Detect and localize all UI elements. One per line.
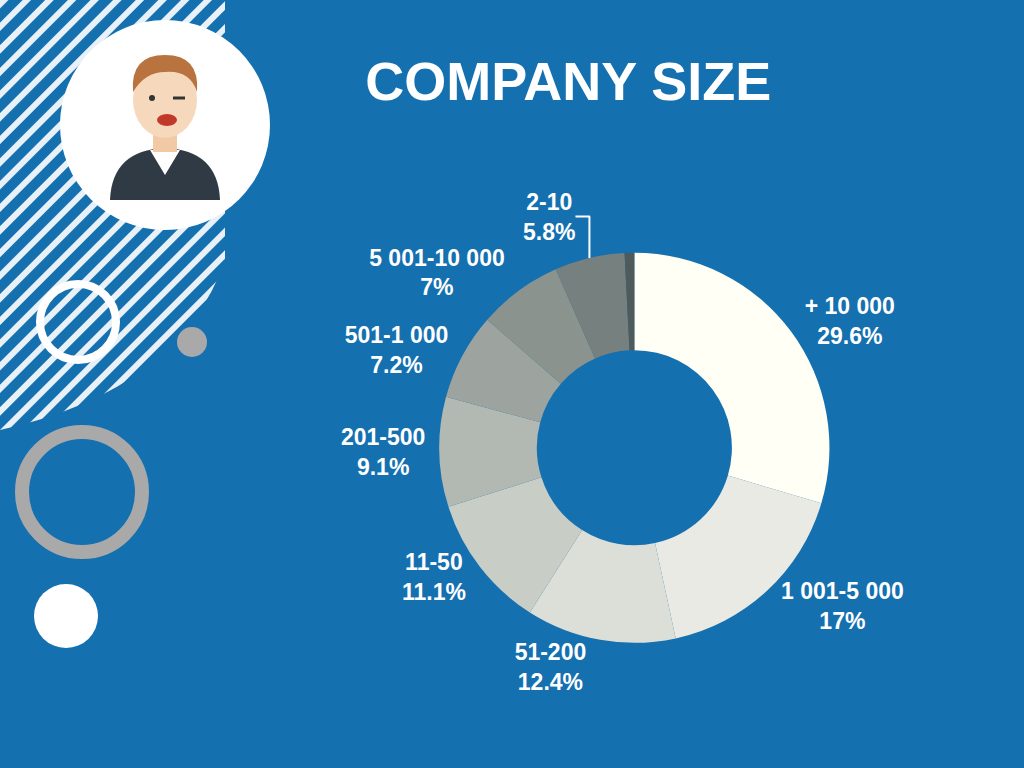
svg-text:11-5011.1%: 11-5011.1% xyxy=(402,549,466,605)
svg-text:201-5009.1%: 201-5009.1% xyxy=(341,424,425,480)
svg-text:51-20012.4%: 51-20012.4% xyxy=(515,639,587,695)
svg-text:1 001-5 00017%: 1 001-5 00017% xyxy=(781,578,904,634)
svg-text:5 001-10 0007%: 5 001-10 0007% xyxy=(369,245,505,301)
svg-text:COMPANY SIZE: COMPANY SIZE xyxy=(365,51,771,111)
svg-text:501-1 0007.2%: 501-1 0007.2% xyxy=(345,322,449,378)
svg-text:+ 10 00029.6%: + 10 00029.6% xyxy=(805,293,895,349)
svg-text:2-105.8%: 2-105.8% xyxy=(523,189,575,245)
